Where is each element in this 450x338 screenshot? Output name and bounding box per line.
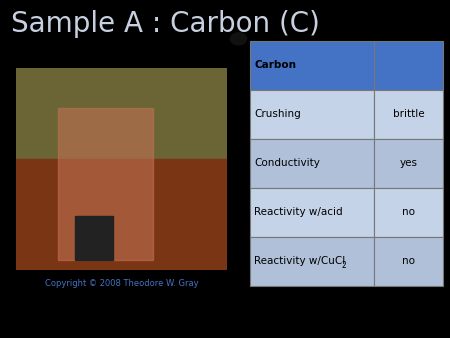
Text: Reactivity w/CuCl: Reactivity w/CuCl bbox=[254, 256, 346, 266]
Bar bbox=[374, 139, 443, 188]
Bar bbox=[374, 237, 443, 286]
Text: Sample A : Carbon (C): Sample A : Carbon (C) bbox=[11, 10, 320, 38]
Circle shape bbox=[230, 33, 247, 45]
Bar bbox=[75, 216, 113, 260]
Bar bbox=[16, 159, 227, 270]
Bar bbox=[250, 41, 374, 90]
Bar bbox=[16, 68, 227, 179]
Text: no: no bbox=[402, 207, 415, 217]
Bar bbox=[374, 188, 443, 237]
Bar bbox=[250, 90, 374, 139]
Text: Copyright © 2008 Theodore W. Gray: Copyright © 2008 Theodore W. Gray bbox=[45, 279, 198, 288]
Text: 2: 2 bbox=[342, 261, 347, 270]
Text: yes: yes bbox=[400, 158, 418, 168]
Bar bbox=[58, 108, 153, 260]
Bar bbox=[250, 237, 374, 286]
Text: no: no bbox=[402, 256, 415, 266]
Text: Crushing: Crushing bbox=[254, 109, 301, 119]
Text: Conductivity: Conductivity bbox=[254, 158, 320, 168]
Text: Carbon: Carbon bbox=[254, 60, 296, 70]
Bar bbox=[250, 188, 374, 237]
Text: Reactivity w/acid: Reactivity w/acid bbox=[254, 207, 343, 217]
Bar bbox=[374, 41, 443, 90]
Bar bbox=[374, 90, 443, 139]
Bar bbox=[250, 139, 374, 188]
Text: brittle: brittle bbox=[392, 109, 424, 119]
